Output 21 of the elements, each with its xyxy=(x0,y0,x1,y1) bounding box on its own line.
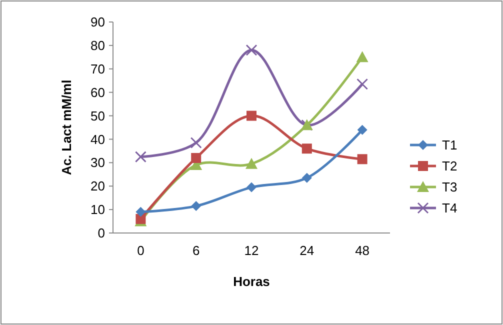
y-tick-label: 0 xyxy=(98,226,105,241)
legend-label: T1 xyxy=(442,138,458,153)
legend-label: T2 xyxy=(442,158,458,174)
x-tick-label: 6 xyxy=(192,243,200,258)
y-tick-label: 10 xyxy=(90,202,105,218)
y-tick-label: 20 xyxy=(90,178,105,194)
y-axis-title: Ac. Lact mM/ml xyxy=(59,80,74,176)
y-tick-label: 80 xyxy=(90,38,105,53)
y-tick-label: 50 xyxy=(90,108,105,124)
legend-label: T4 xyxy=(442,200,458,216)
y-tick-label: 30 xyxy=(90,155,105,170)
x-tick-label: 0 xyxy=(137,243,144,258)
y-tick-label: 60 xyxy=(90,84,105,100)
y-tick-label: 40 xyxy=(90,132,105,147)
x-tick-label: 12 xyxy=(244,243,259,258)
x-tick-label: 48 xyxy=(355,243,370,258)
y-tick-label: 70 xyxy=(90,61,105,76)
y-tick-label: 90 xyxy=(90,14,105,30)
x-axis-title: Horas xyxy=(233,274,270,289)
x-tick-label: 24 xyxy=(300,243,314,258)
legend-label: T3 xyxy=(442,180,458,195)
